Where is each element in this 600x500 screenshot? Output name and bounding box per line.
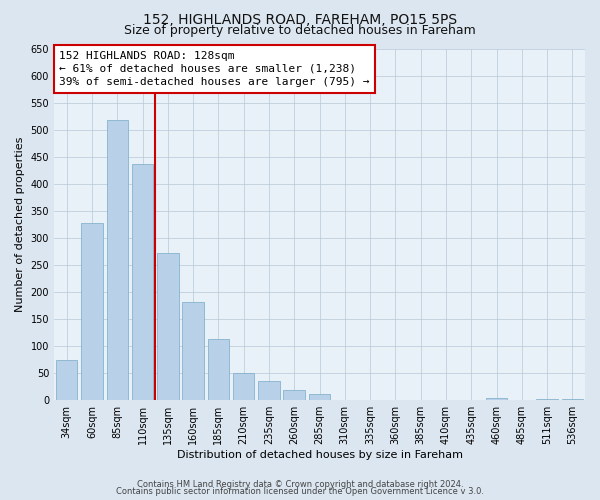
Bar bbox=[56, 360, 77, 400]
Text: 152 HIGHLANDS ROAD: 128sqm
← 61% of detached houses are smaller (1,238)
39% of s: 152 HIGHLANDS ROAD: 128sqm ← 61% of deta… bbox=[59, 51, 370, 87]
Bar bbox=[182, 302, 204, 400]
Bar bbox=[132, 164, 153, 400]
Bar bbox=[81, 223, 103, 400]
X-axis label: Distribution of detached houses by size in Fareham: Distribution of detached houses by size … bbox=[176, 450, 463, 460]
Bar bbox=[233, 373, 254, 400]
Bar bbox=[536, 399, 558, 400]
Bar bbox=[157, 253, 179, 400]
Bar bbox=[309, 394, 330, 400]
Bar bbox=[283, 390, 305, 400]
Text: Contains HM Land Registry data © Crown copyright and database right 2024.: Contains HM Land Registry data © Crown c… bbox=[137, 480, 463, 489]
Text: Contains public sector information licensed under the Open Government Licence v : Contains public sector information licen… bbox=[116, 487, 484, 496]
Text: 152, HIGHLANDS ROAD, FAREHAM, PO15 5PS: 152, HIGHLANDS ROAD, FAREHAM, PO15 5PS bbox=[143, 12, 457, 26]
Bar bbox=[562, 399, 583, 400]
Text: Size of property relative to detached houses in Fareham: Size of property relative to detached ho… bbox=[124, 24, 476, 37]
Bar bbox=[258, 382, 280, 400]
Bar bbox=[208, 339, 229, 400]
Y-axis label: Number of detached properties: Number of detached properties bbox=[15, 137, 25, 312]
Bar bbox=[107, 120, 128, 400]
Bar bbox=[486, 398, 507, 400]
